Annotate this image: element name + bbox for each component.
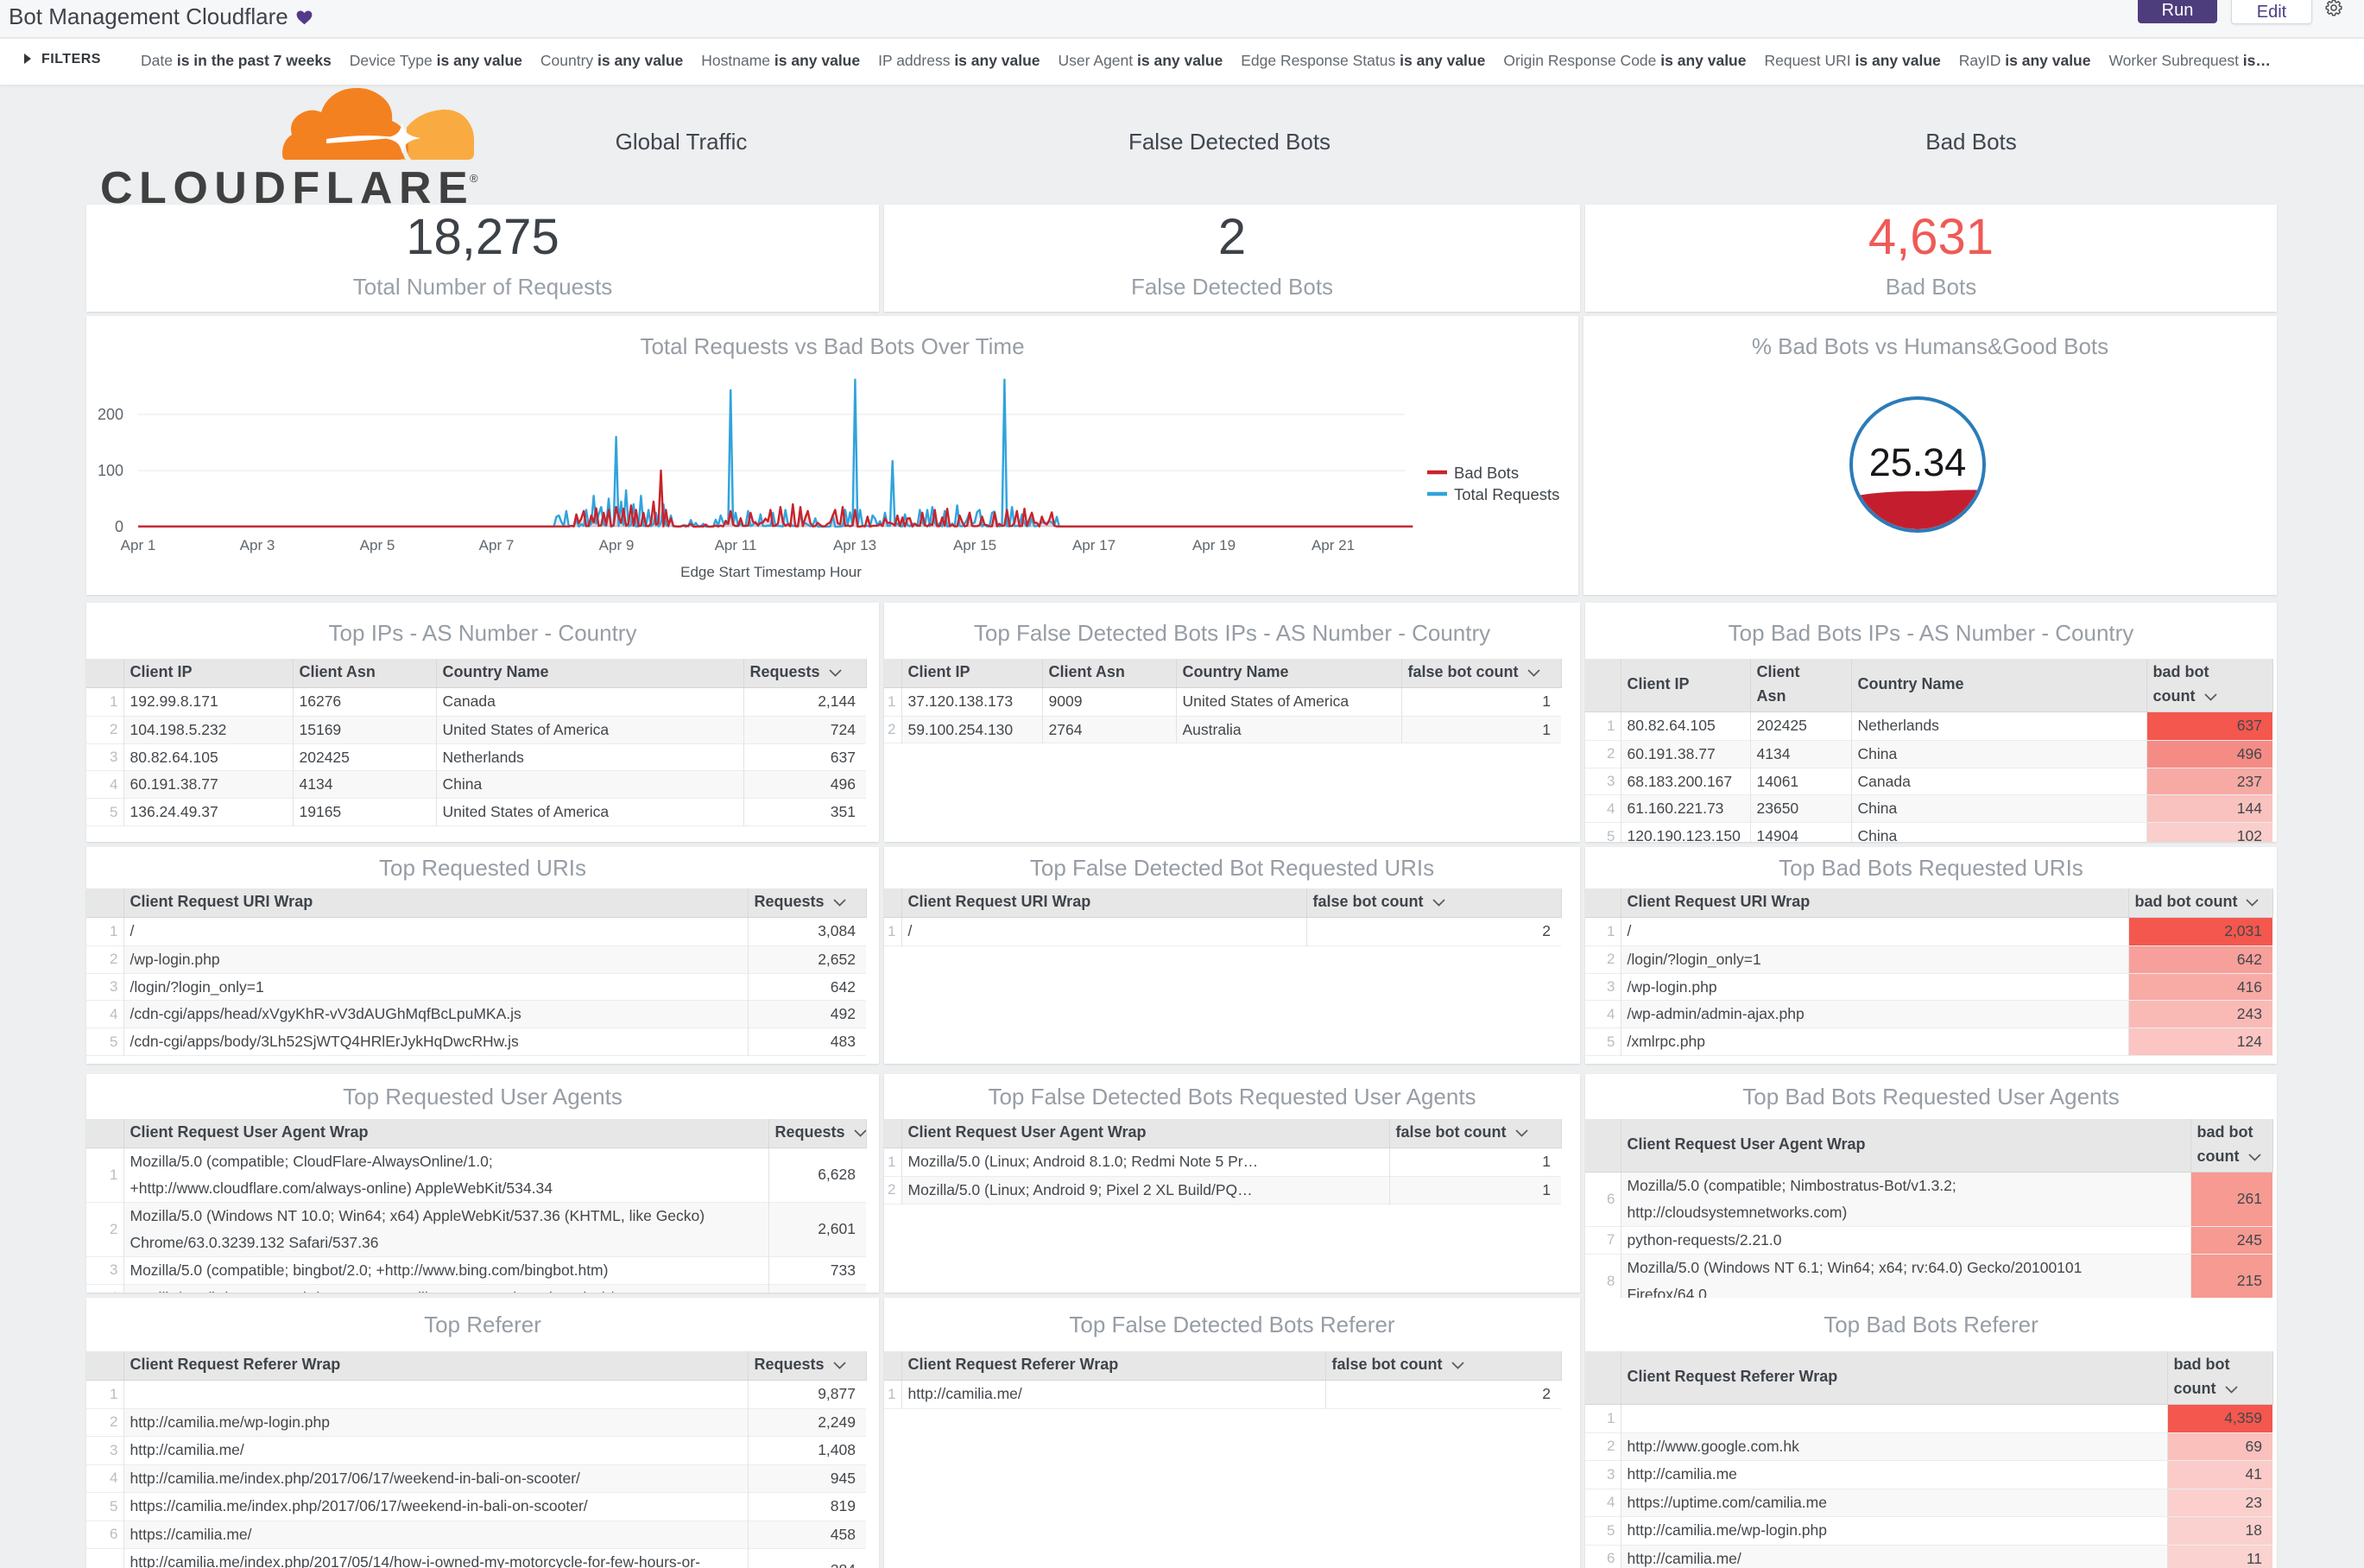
svg-text:Apr 5: Apr 5 bbox=[360, 537, 395, 553]
svg-text:CLOUDFLARE: CLOUDFLARE bbox=[100, 163, 474, 209]
svg-text:®: ® bbox=[470, 172, 478, 185]
svg-text:Apr 15: Apr 15 bbox=[953, 537, 996, 553]
svg-text:200: 200 bbox=[98, 406, 123, 423]
svg-text:Apr 19: Apr 19 bbox=[1192, 537, 1236, 553]
svg-text:25.34: 25.34 bbox=[1869, 440, 1967, 484]
svg-text:Apr 7: Apr 7 bbox=[479, 537, 515, 553]
svg-text:Apr 13: Apr 13 bbox=[833, 537, 876, 553]
svg-text:Apr 3: Apr 3 bbox=[240, 537, 275, 553]
svg-text:0: 0 bbox=[115, 518, 123, 535]
svg-text:Apr 11: Apr 11 bbox=[715, 537, 757, 553]
svg-text:Apr 1: Apr 1 bbox=[121, 537, 156, 553]
svg-text:Apr 21: Apr 21 bbox=[1312, 537, 1355, 553]
svg-text:Apr 9: Apr 9 bbox=[599, 537, 635, 553]
svg-text:Total Requests: Total Requests bbox=[1454, 485, 1559, 503]
svg-text:Apr 17: Apr 17 bbox=[1072, 537, 1116, 553]
svg-text:Bad Bots: Bad Bots bbox=[1454, 464, 1519, 482]
svg-text:Edge Start Timestamp Hour: Edge Start Timestamp Hour bbox=[680, 564, 862, 580]
svg-text:100: 100 bbox=[98, 462, 123, 479]
